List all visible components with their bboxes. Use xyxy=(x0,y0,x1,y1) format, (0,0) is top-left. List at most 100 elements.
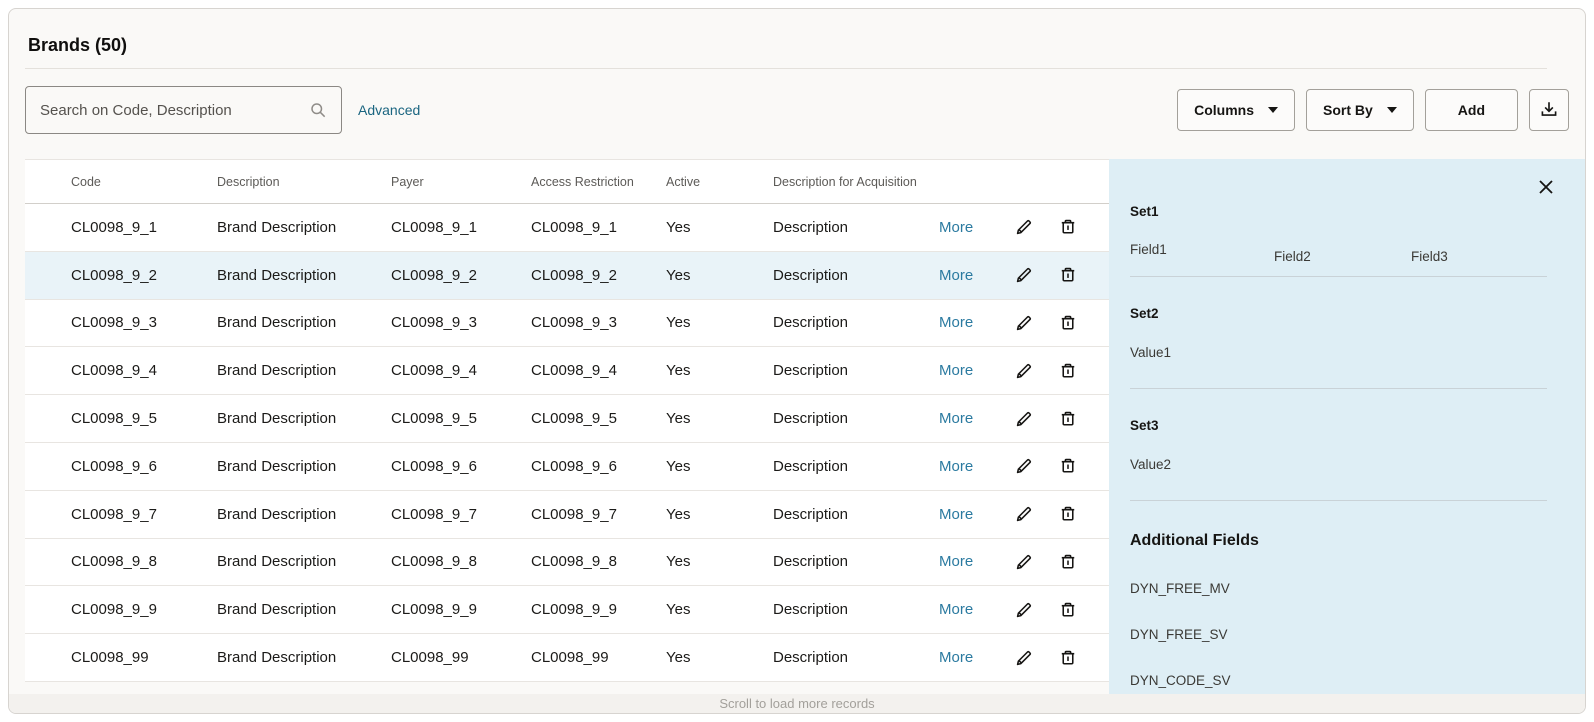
cell-description: Brand Description xyxy=(217,649,337,667)
table-row[interactable]: CL0098_9_6 Brand Description CL0098_9_6 … xyxy=(25,442,1109,491)
cell-payer: CL0098_9_5 xyxy=(391,410,477,428)
sort-by-dropdown-button[interactable]: Sort By xyxy=(1305,89,1414,131)
table-header-row: Code Description Payer Access Restrictio… xyxy=(25,160,1109,204)
cell-active: Yes xyxy=(666,553,691,571)
trash-icon xyxy=(1057,503,1079,525)
pencil-icon xyxy=(1013,360,1035,382)
cell-description: Brand Description xyxy=(217,266,337,284)
more-link[interactable]: More xyxy=(939,314,974,332)
more-link[interactable]: More xyxy=(939,410,974,428)
delete-row-button[interactable] xyxy=(1045,647,1109,669)
pencil-icon xyxy=(1013,216,1035,238)
edit-row-button[interactable] xyxy=(1003,360,1045,382)
more-link[interactable]: More xyxy=(939,266,974,284)
panel-close-button[interactable] xyxy=(1536,176,1558,198)
table-row[interactable]: CL0098_9_7 Brand Description CL0098_9_7 … xyxy=(25,490,1109,539)
edit-row-button[interactable] xyxy=(1003,503,1045,525)
columns-dropdown-button[interactable]: Columns xyxy=(1177,89,1295,131)
pencil-icon xyxy=(1013,647,1035,669)
sort-by-button-label: Sort By xyxy=(1322,102,1373,118)
cell-access-restriction: CL0098_9_2 xyxy=(531,266,617,284)
edit-row-button[interactable] xyxy=(1003,599,1045,621)
pencil-icon xyxy=(1013,264,1035,286)
more-link[interactable]: More xyxy=(939,601,974,619)
delete-row-button[interactable] xyxy=(1045,312,1109,334)
cell-access-restriction: CL0098_9_8 xyxy=(531,553,617,571)
cell-description-for-acquisition: Description xyxy=(773,601,849,619)
advanced-link[interactable]: Advanced xyxy=(358,102,421,118)
edit-row-button[interactable] xyxy=(1003,216,1045,238)
more-link[interactable]: More xyxy=(939,649,974,667)
add-button[interactable]: Add xyxy=(1424,89,1518,131)
trash-icon xyxy=(1057,455,1079,477)
delete-row-button[interactable] xyxy=(1045,455,1109,477)
detail-panel: Set1 Field1 Field2 Field3 Set2 Value1 Se… xyxy=(1109,159,1585,694)
cell-active: Yes xyxy=(666,218,691,236)
cell-code: CL0098_9_7 xyxy=(71,505,157,523)
table-row[interactable]: CL0098_9_9 Brand Description CL0098_9_9 … xyxy=(25,586,1109,635)
delete-row-button[interactable] xyxy=(1045,503,1109,525)
caret-down-icon xyxy=(1267,107,1278,113)
table-row[interactable]: CL0098_99 Brand Description CL0098_99 CL… xyxy=(25,634,1109,682)
edit-row-button[interactable] xyxy=(1003,312,1045,334)
delete-row-button[interactable] xyxy=(1045,360,1109,382)
additional-field-item: DYN_CODE_SV xyxy=(1130,673,1231,688)
column-header-active: Active xyxy=(666,174,701,189)
panel-field: Field3 xyxy=(1411,249,1448,264)
trash-icon xyxy=(1057,408,1079,430)
table-row[interactable]: CL0098_9_5 Brand Description CL0098_9_5 … xyxy=(25,395,1109,443)
page-title: Brands (50) xyxy=(28,35,128,55)
delete-row-button[interactable] xyxy=(1045,599,1109,621)
delete-row-button[interactable] xyxy=(1045,408,1109,430)
cell-access-restriction: CL0098_9_7 xyxy=(531,505,617,523)
trash-icon xyxy=(1057,551,1079,573)
more-link[interactable]: More xyxy=(939,362,974,380)
pencil-icon xyxy=(1013,599,1035,621)
edit-row-button[interactable] xyxy=(1003,264,1045,286)
trash-icon xyxy=(1057,647,1079,669)
table-row[interactable]: CL0098_9_1 Brand Description CL0098_9_1 … xyxy=(25,204,1109,252)
cell-payer: CL0098_9_8 xyxy=(391,553,477,571)
additional-field-item: DYN_FREE_MV xyxy=(1130,581,1230,596)
edit-row-button[interactable] xyxy=(1003,551,1045,573)
delete-row-button[interactable] xyxy=(1045,216,1109,238)
search-box xyxy=(25,86,342,134)
table-row[interactable]: CL0098_9_8 Brand Description CL0098_9_8 … xyxy=(25,538,1109,587)
panel-field-row: Field1 Field2 Field3 xyxy=(1130,242,1547,264)
more-link[interactable]: More xyxy=(939,218,974,236)
title-divider xyxy=(25,68,1547,69)
cell-description-for-acquisition: Description xyxy=(773,649,849,667)
edit-row-button[interactable] xyxy=(1003,455,1045,477)
cell-access-restriction: CL0098_9_4 xyxy=(531,362,617,380)
delete-row-button[interactable] xyxy=(1045,264,1109,286)
more-link[interactable]: More xyxy=(939,553,974,571)
cell-code: CL0098_9_3 xyxy=(71,314,157,332)
more-link[interactable]: More xyxy=(939,505,974,523)
panel-field: Field1 xyxy=(1130,242,1167,257)
cell-payer: CL0098_99 xyxy=(391,649,469,667)
cell-code: CL0098_9_8 xyxy=(71,553,157,571)
cell-access-restriction: CL0098_9_6 xyxy=(531,457,617,475)
cell-access-restriction: CL0098_9_5 xyxy=(531,410,617,428)
trash-icon xyxy=(1057,599,1079,621)
content-area: Code Description Payer Access Restrictio… xyxy=(25,159,1585,694)
trash-icon xyxy=(1057,264,1079,286)
search-input[interactable] xyxy=(25,86,342,134)
cell-description-for-acquisition: Description xyxy=(773,362,849,380)
table-row[interactable]: CL0098_9_4 Brand Description CL0098_9_4 … xyxy=(25,347,1109,396)
cell-description-for-acquisition: Description xyxy=(773,457,849,475)
additional-field-item: DYN_FREE_SV xyxy=(1130,627,1228,642)
edit-row-button[interactable] xyxy=(1003,408,1045,430)
panel-divider xyxy=(1130,276,1547,277)
more-link[interactable]: More xyxy=(939,457,974,475)
panel-field: Field2 xyxy=(1274,249,1311,264)
table-row[interactable]: CL0098_9_2 Brand Description CL0098_9_2 … xyxy=(25,251,1109,300)
cell-access-restriction: CL0098_99 xyxy=(531,649,609,667)
export-button[interactable] xyxy=(1529,89,1569,131)
delete-row-button[interactable] xyxy=(1045,551,1109,573)
cell-code: CL0098_9_6 xyxy=(71,457,157,475)
table-row[interactable]: CL0098_9_3 Brand Description CL0098_9_3 … xyxy=(25,299,1109,348)
pencil-icon xyxy=(1013,408,1035,430)
edit-row-button[interactable] xyxy=(1003,647,1045,669)
pencil-icon xyxy=(1013,503,1035,525)
